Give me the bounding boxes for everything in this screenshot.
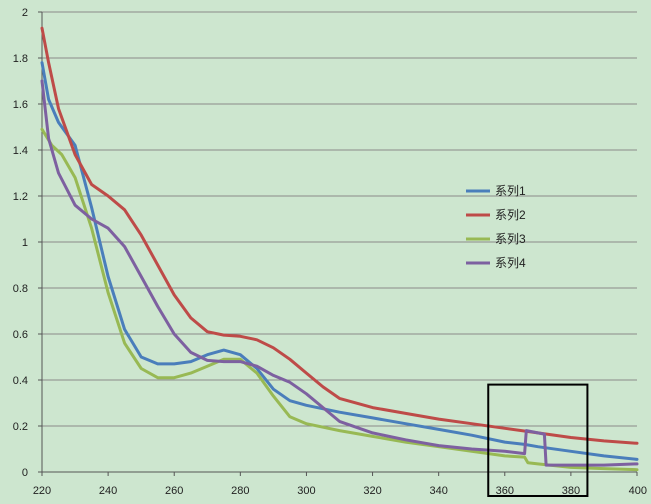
x-tick-label: 280 bbox=[231, 485, 249, 497]
y-tick-label: 1.4 bbox=[13, 145, 28, 157]
y-tick-label: 1 bbox=[22, 237, 28, 249]
x-tick-label: 340 bbox=[429, 485, 447, 497]
legend: 系列1 系列2 系列3 系列4 bbox=[466, 184, 526, 270]
y-tick-label: 0.4 bbox=[13, 375, 28, 387]
x-tick-label: 220 bbox=[33, 485, 51, 497]
x-tick-label: 300 bbox=[297, 485, 315, 497]
x-tick-label: 260 bbox=[165, 485, 183, 497]
legend-label-2: 系列2 bbox=[495, 208, 526, 222]
highlight-box bbox=[487, 383, 589, 498]
x-tick-label: 360 bbox=[496, 485, 514, 497]
y-tick-label: 1.8 bbox=[13, 53, 28, 65]
x-tick-label: 240 bbox=[99, 485, 117, 497]
y-tick-label: 1.6 bbox=[13, 99, 28, 111]
y-tick-label: 1.2 bbox=[13, 191, 28, 203]
y-tick-label: 2 bbox=[22, 7, 28, 19]
x-tick-label: 380 bbox=[562, 485, 580, 497]
series-line-4 bbox=[40, 79, 639, 467]
annotations bbox=[487, 383, 589, 498]
series-lines bbox=[40, 26, 639, 472]
series-line-3 bbox=[40, 127, 639, 472]
y-tick-label: 0.2 bbox=[13, 421, 28, 433]
y-tick-label: 0.8 bbox=[13, 283, 28, 295]
legend-label-3: 系列3 bbox=[495, 232, 526, 246]
axes: 0 0.2 0.4 0.6 0.8 1 1.2 1.4 1.6 1.8 2 220 240 260 280 3… bbox=[13, 7, 647, 497]
y-tick-label: 0 bbox=[22, 467, 28, 479]
legend-label-4: 系列4 bbox=[495, 256, 526, 270]
y-tick-label: 0.6 bbox=[13, 329, 28, 341]
series-line-1 bbox=[40, 61, 639, 461]
series-line-2 bbox=[40, 26, 639, 445]
legend-label-1: 系列1 bbox=[495, 184, 526, 198]
x-tick-label: 320 bbox=[363, 485, 381, 497]
gridlines bbox=[42, 11, 637, 473]
x-tick-label: 400 bbox=[629, 485, 647, 497]
